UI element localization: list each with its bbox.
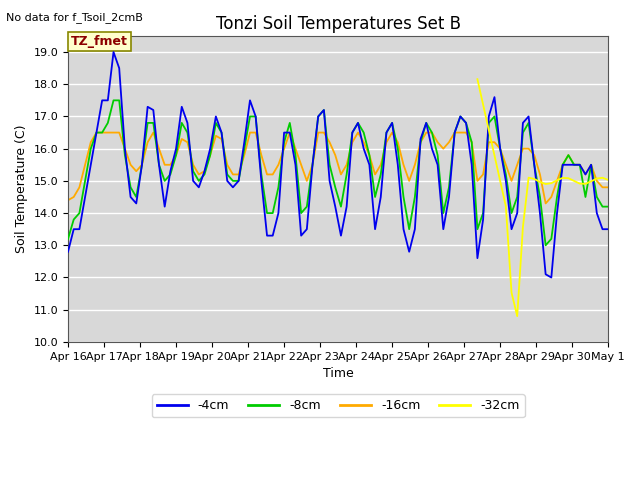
X-axis label: Time: Time xyxy=(323,367,353,380)
Y-axis label: Soil Temperature (C): Soil Temperature (C) xyxy=(15,125,28,253)
Text: TZ_fmet: TZ_fmet xyxy=(71,35,127,48)
Legend: -4cm, -8cm, -16cm, -32cm: -4cm, -8cm, -16cm, -32cm xyxy=(152,394,525,417)
Title: Tonzi Soil Temperatures Set B: Tonzi Soil Temperatures Set B xyxy=(216,15,461,33)
Text: No data for f_Tsoil_2cmB: No data for f_Tsoil_2cmB xyxy=(6,12,143,23)
